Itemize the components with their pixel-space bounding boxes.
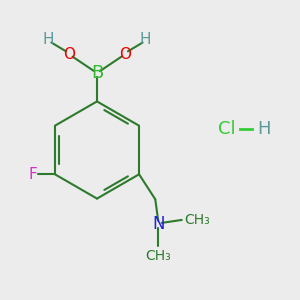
Text: O: O: [119, 47, 131, 62]
Text: B: B: [91, 64, 103, 82]
Text: H: H: [140, 32, 151, 47]
Text: N: N: [152, 215, 164, 233]
Text: CH₃: CH₃: [185, 213, 211, 227]
Text: H: H: [257, 120, 271, 138]
Text: H: H: [43, 32, 54, 47]
Text: F: F: [28, 167, 37, 182]
Text: Cl: Cl: [218, 120, 235, 138]
Text: O: O: [63, 47, 75, 62]
Text: CH₃: CH₃: [145, 249, 171, 263]
